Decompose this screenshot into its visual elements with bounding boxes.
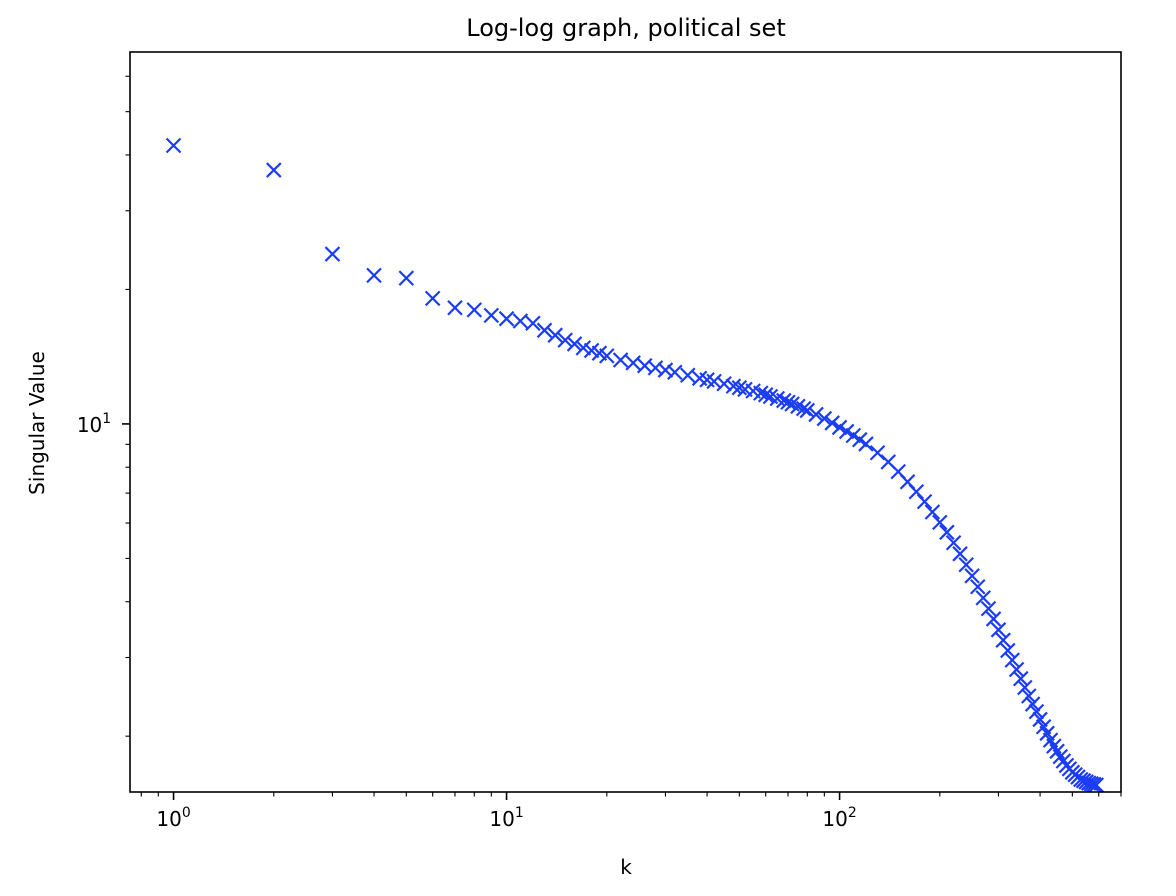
data-point — [824, 415, 840, 431]
data-point — [831, 419, 848, 436]
data-point — [731, 379, 748, 396]
scatter-points — [165, 137, 1105, 793]
data-point — [466, 302, 483, 318]
data-point — [324, 246, 341, 262]
data-point — [969, 578, 986, 595]
data-point — [566, 336, 583, 352]
data-point — [512, 313, 529, 329]
data-point — [757, 387, 774, 403]
data-point — [1028, 703, 1045, 720]
data-point — [1086, 776, 1102, 793]
data-point — [858, 436, 874, 452]
x-tick-label: 102 — [822, 805, 856, 831]
data-point — [667, 364, 683, 381]
data-point — [939, 524, 955, 541]
data-point — [557, 332, 573, 348]
data-point — [525, 315, 541, 332]
data-point — [575, 340, 592, 356]
data-point — [1008, 661, 1025, 678]
data-point — [725, 378, 742, 394]
data-point — [483, 307, 500, 324]
data-point — [165, 137, 182, 154]
data-point — [924, 504, 941, 520]
data-point — [266, 162, 282, 178]
chart-title: Log-log graph, political set — [466, 14, 785, 42]
data-point — [1021, 688, 1037, 704]
data-point — [799, 402, 816, 419]
data-point — [932, 514, 948, 531]
data-point — [1004, 652, 1021, 668]
data-point — [498, 310, 515, 327]
data-point — [916, 493, 933, 510]
data-point — [1083, 775, 1100, 792]
data-point — [964, 568, 980, 584]
data-point — [1017, 679, 1033, 696]
data-point — [795, 400, 812, 417]
data-point — [599, 348, 615, 364]
data-point — [366, 267, 382, 284]
x-axis-label: k — [620, 855, 632, 879]
data-point — [1012, 670, 1029, 687]
data-point — [975, 590, 991, 606]
data-point — [990, 622, 1007, 638]
data-point — [398, 270, 415, 286]
data-point — [647, 360, 664, 376]
data-point — [952, 546, 968, 562]
data-point — [1088, 777, 1105, 793]
axes: 100 101 102 101 — [77, 51, 1122, 831]
data-point — [753, 385, 769, 401]
data-point — [447, 299, 463, 316]
data-point — [945, 534, 962, 551]
data-point — [1000, 642, 1016, 659]
data-point — [547, 327, 563, 343]
data-point — [706, 373, 722, 390]
data-point — [1024, 696, 1041, 712]
data-point — [808, 406, 824, 423]
data-point — [985, 611, 1002, 627]
data-point — [958, 556, 974, 573]
y-tick-label: 101 — [77, 411, 111, 437]
data-point — [625, 355, 641, 371]
data-point — [908, 483, 925, 500]
data-point — [816, 410, 833, 427]
data-point — [980, 600, 997, 617]
data-point — [657, 362, 674, 378]
data-point — [716, 375, 732, 392]
x-tick-label: 100 — [156, 805, 190, 831]
data-point — [780, 394, 796, 411]
x-tick-label: 101 — [489, 805, 523, 831]
y-axis-label: Singular Value — [25, 351, 49, 495]
data-point — [536, 322, 553, 339]
data-point — [679, 367, 696, 384]
data-point — [612, 352, 629, 368]
data-point — [995, 632, 1011, 648]
plot-frame — [129, 51, 1122, 793]
data-point — [776, 392, 792, 409]
data-point — [424, 290, 441, 307]
